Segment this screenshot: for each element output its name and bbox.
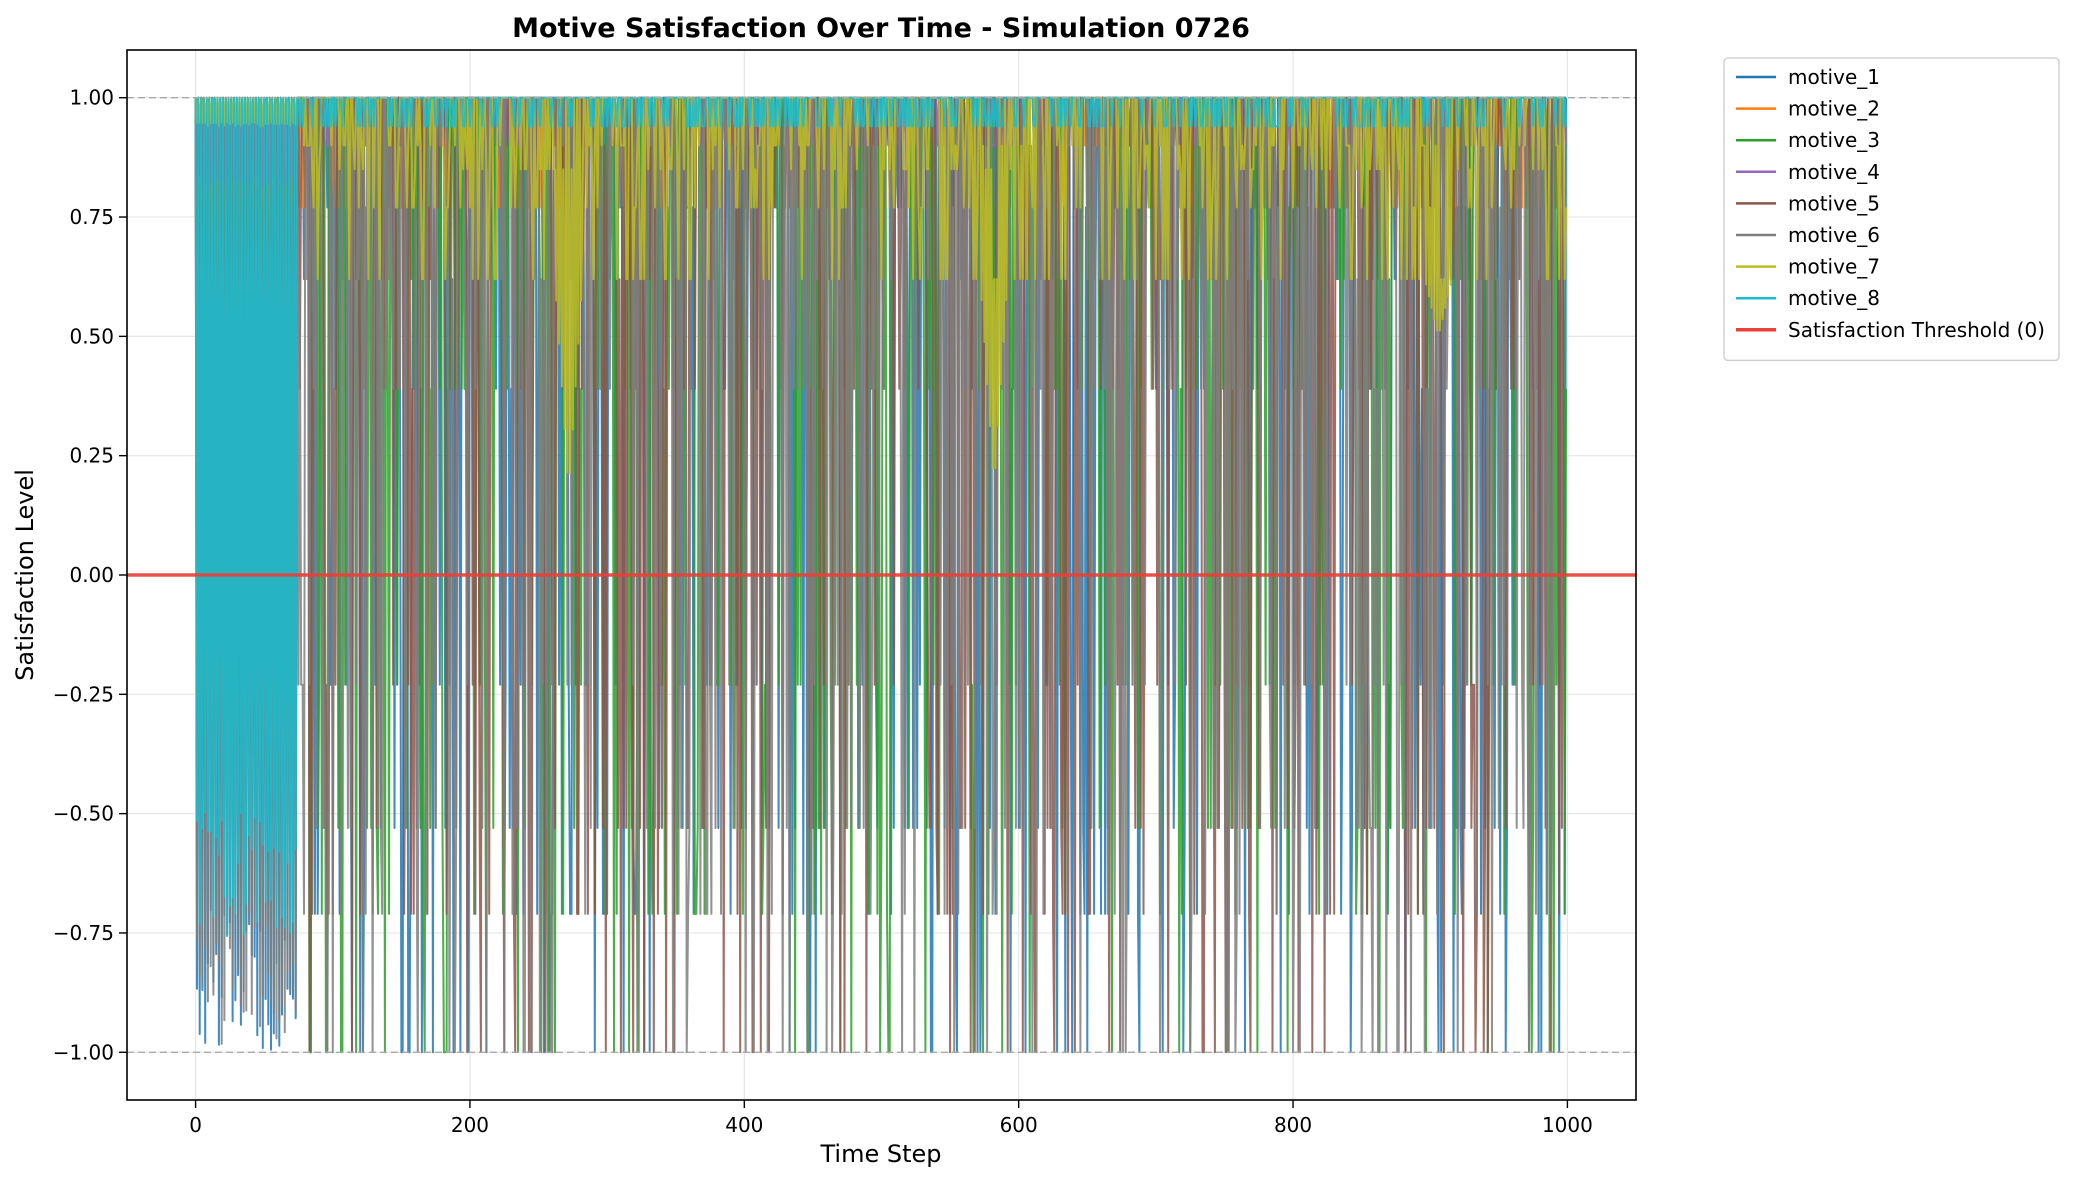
x-tick-label: 1000	[1542, 1113, 1593, 1137]
x-axis-label: Time Step	[819, 1140, 941, 1168]
legend-label: Satisfaction Threshold (0)	[1788, 318, 2045, 342]
y-tick-label: 0.75	[69, 205, 114, 229]
legend-label: motive_5	[1788, 191, 1880, 215]
y-axis-label: Satisfaction Level	[11, 469, 39, 681]
y-tick-label: −0.50	[53, 802, 114, 826]
legend-label: motive_1	[1788, 65, 1880, 89]
y-tick-label: 0.00	[69, 563, 114, 587]
y-tick-label: −1.00	[53, 1040, 114, 1064]
x-tick-label: 0	[189, 1113, 202, 1137]
y-tick-label: −0.75	[53, 921, 114, 945]
series-line-motive_8	[194, 96, 1567, 938]
legend-label: motive_3	[1788, 128, 1880, 152]
series-line-motive_3	[194, 96, 1567, 1054]
y-tick-label: −0.25	[53, 682, 114, 706]
x-tick-label: 400	[725, 1113, 763, 1137]
legend-label: motive_4	[1788, 160, 1880, 184]
reference-lines	[127, 97, 1636, 1053]
chart-title: Motive Satisfaction Over Time - Simulati…	[512, 13, 1250, 44]
legend: motive_1 motive_2 motive_3 motive_4 motive_5…	[1723, 57, 2060, 362]
x-tick-label: 200	[451, 1113, 489, 1137]
legend-label: motive_2	[1788, 97, 1880, 121]
axis-ticks: 0 200 400 600 800 1000 1.00 0.75 0.50 0.25 0.00 −0.…	[53, 86, 1593, 1137]
legend-label: motive_6	[1788, 223, 1880, 247]
legend-label: motive_7	[1788, 255, 1880, 279]
legend-label: motive_8	[1788, 286, 1880, 310]
y-tick-label: 0.25	[69, 444, 114, 468]
x-tick-label: 600	[1000, 1113, 1038, 1137]
legend-frame	[1723, 57, 2060, 362]
y-tick-label: 1.00	[69, 86, 114, 110]
x-tick-label: 800	[1274, 1113, 1312, 1137]
y-tick-label: 0.50	[69, 324, 114, 348]
